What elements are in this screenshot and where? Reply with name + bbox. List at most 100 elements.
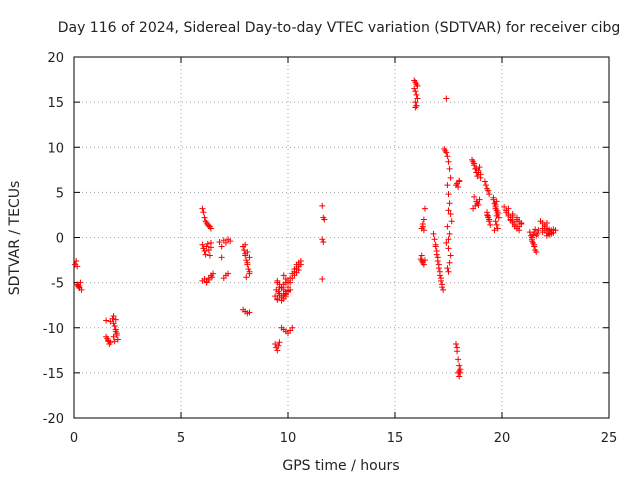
data-point bbox=[244, 259, 251, 266]
data-point bbox=[447, 211, 454, 218]
data-point bbox=[531, 229, 538, 236]
data-point bbox=[477, 174, 484, 181]
x-tick-label: 20 bbox=[494, 431, 511, 446]
data-point bbox=[419, 223, 426, 230]
data-point bbox=[297, 261, 304, 268]
data-point bbox=[73, 257, 80, 264]
data-point bbox=[456, 373, 463, 380]
data-point bbox=[473, 165, 480, 172]
data-point bbox=[485, 187, 492, 194]
data-point bbox=[491, 227, 498, 234]
data-point bbox=[414, 82, 421, 89]
data-point bbox=[532, 226, 539, 233]
data-point bbox=[421, 205, 428, 212]
data-point bbox=[204, 240, 211, 247]
data-point bbox=[516, 223, 523, 230]
data-point bbox=[476, 196, 483, 203]
data-point bbox=[492, 218, 499, 225]
data-point bbox=[546, 228, 553, 235]
data-point bbox=[199, 241, 206, 248]
data-point bbox=[275, 288, 282, 295]
data-point bbox=[446, 200, 453, 207]
data-point bbox=[201, 214, 208, 221]
data-point bbox=[431, 236, 438, 243]
data-point bbox=[484, 209, 491, 216]
data-point bbox=[528, 234, 535, 241]
data-point bbox=[438, 277, 445, 284]
data-point bbox=[274, 296, 281, 303]
data-point bbox=[482, 182, 489, 189]
data-point bbox=[492, 202, 499, 209]
data-point bbox=[319, 236, 326, 243]
data-point bbox=[113, 330, 120, 337]
data-point bbox=[444, 153, 451, 160]
data-point bbox=[493, 212, 500, 219]
data-point bbox=[103, 333, 110, 340]
data-point bbox=[274, 277, 281, 284]
data-point bbox=[112, 326, 119, 333]
data-point bbox=[321, 216, 328, 223]
y-tick-label: -10 bbox=[43, 322, 64, 337]
data-point bbox=[205, 276, 212, 283]
data-point bbox=[543, 220, 550, 227]
data-point bbox=[448, 218, 455, 225]
data-point bbox=[276, 281, 283, 288]
data-point bbox=[501, 203, 508, 210]
data-point bbox=[454, 344, 461, 351]
data-point bbox=[443, 239, 450, 246]
data-point bbox=[445, 268, 452, 275]
data-point bbox=[207, 239, 214, 246]
data-point bbox=[246, 254, 253, 261]
data-point bbox=[531, 241, 538, 248]
data-point bbox=[282, 293, 289, 300]
data-point bbox=[319, 276, 326, 283]
data-point bbox=[110, 320, 117, 327]
chart-title: Day 116 of 2024, Sidereal Day-to-day VTE… bbox=[58, 20, 621, 36]
data-point bbox=[320, 239, 327, 246]
data-point bbox=[76, 284, 83, 291]
data-point bbox=[434, 257, 441, 264]
data-point bbox=[486, 191, 493, 198]
data-point bbox=[493, 221, 500, 228]
data-point bbox=[433, 251, 440, 258]
data-point bbox=[444, 265, 451, 272]
data-point bbox=[241, 247, 248, 254]
data-point bbox=[485, 212, 492, 219]
data-point bbox=[440, 286, 447, 293]
data-points bbox=[72, 77, 559, 380]
data-point bbox=[420, 216, 427, 223]
data-point bbox=[272, 340, 279, 347]
data-point bbox=[200, 245, 207, 252]
data-point bbox=[493, 198, 500, 205]
data-point bbox=[456, 177, 463, 184]
data-point bbox=[474, 173, 481, 180]
data-point bbox=[445, 158, 452, 165]
data-point bbox=[201, 248, 208, 255]
data-point bbox=[200, 209, 207, 216]
data-point bbox=[319, 202, 326, 209]
data-point bbox=[225, 270, 232, 277]
data-point bbox=[111, 322, 118, 329]
data-point bbox=[456, 362, 463, 369]
data-point bbox=[533, 232, 540, 239]
data-point bbox=[202, 251, 209, 258]
data-point bbox=[446, 165, 453, 172]
data-point bbox=[243, 257, 250, 264]
data-point bbox=[471, 193, 478, 200]
data-point bbox=[111, 338, 118, 345]
data-point bbox=[445, 236, 452, 243]
data-point bbox=[503, 209, 510, 216]
data-point bbox=[227, 238, 234, 245]
data-point bbox=[246, 309, 253, 316]
x-tick-label: 10 bbox=[280, 431, 297, 446]
data-point bbox=[445, 207, 452, 214]
data-point bbox=[474, 200, 481, 207]
data-point bbox=[511, 221, 518, 228]
data-point bbox=[282, 276, 289, 283]
x-axis-label: GPS time / hours bbox=[282, 458, 399, 474]
y-tick-label: 15 bbox=[47, 96, 64, 111]
data-point bbox=[494, 209, 501, 216]
data-point bbox=[244, 248, 251, 255]
data-point bbox=[222, 239, 229, 246]
data-point bbox=[243, 274, 250, 281]
